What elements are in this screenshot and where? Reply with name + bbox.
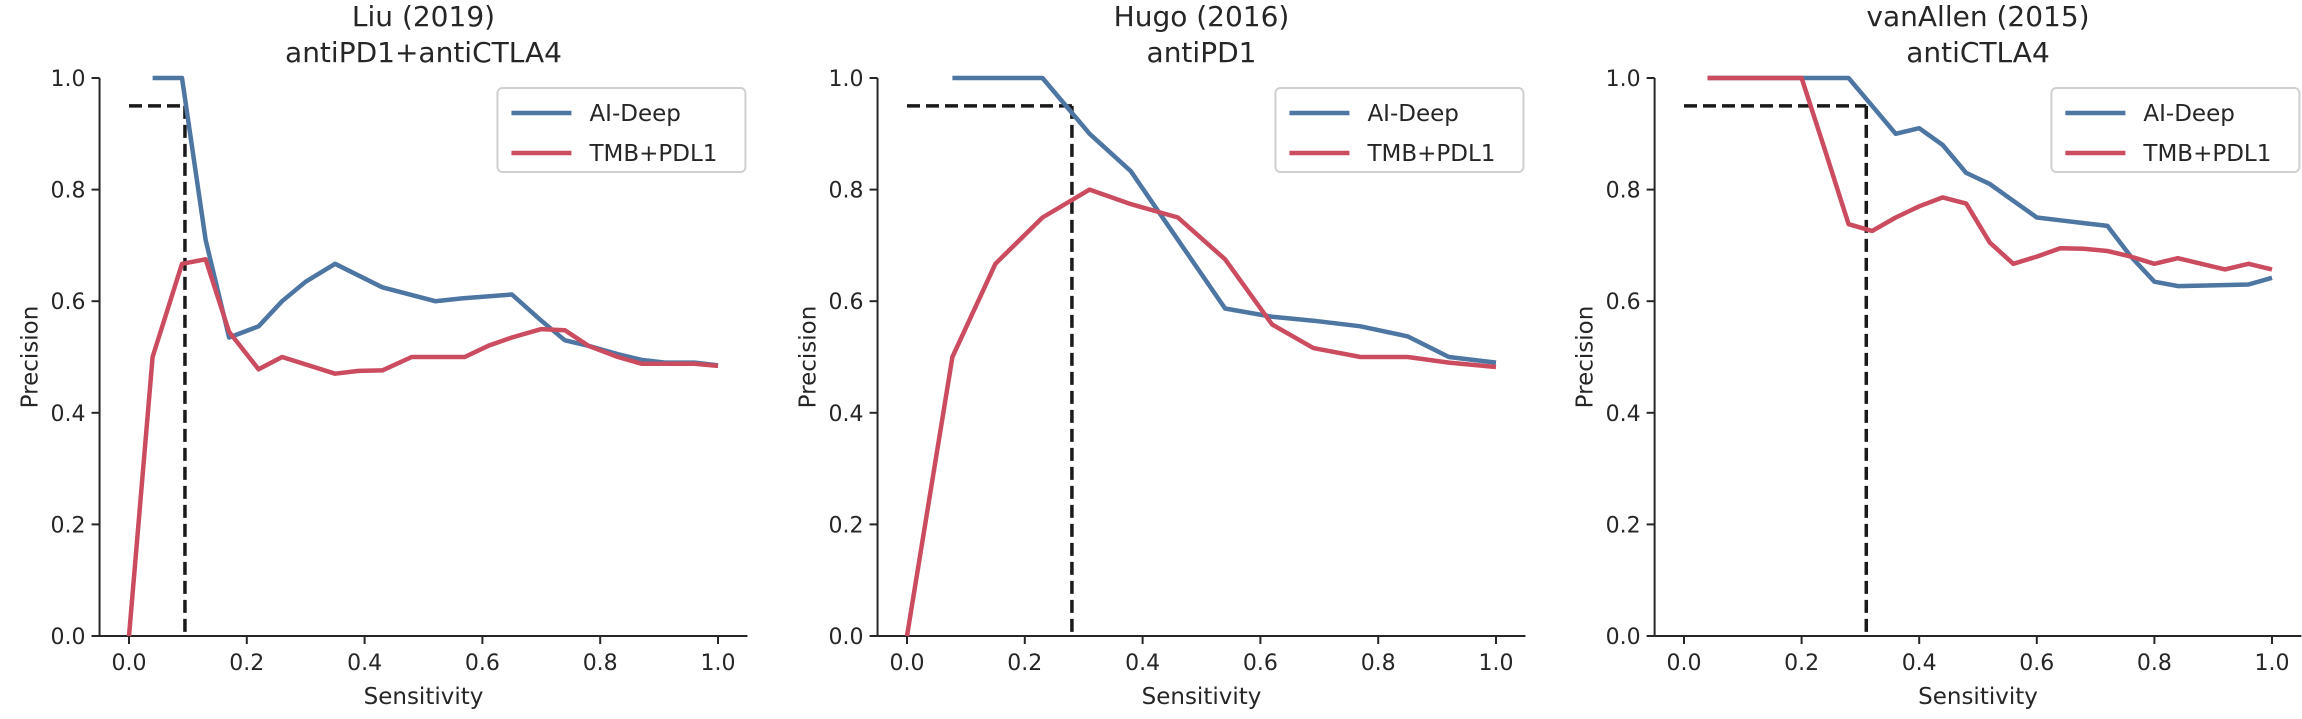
x-tick-label: 0.0 <box>1667 651 1702 676</box>
x-tick-label: 0.0 <box>890 651 925 676</box>
subplot-title-line2: antiPD1 <box>1147 36 1257 69</box>
y-tick-label: 0.6 <box>51 290 86 315</box>
subplot-title-line1: vanAllen (2015) <box>1866 0 2089 33</box>
series-line-ai-deep <box>952 75 1497 365</box>
legend-label: AI-Deep <box>589 101 680 127</box>
y-tick-label: 0.2 <box>51 513 86 538</box>
legend: AI-Deep TMB+PDL1 <box>2050 87 2301 173</box>
x-tick-label: 0.4 <box>347 651 382 676</box>
y-tick-label: 0.6 <box>1606 290 1641 315</box>
legend-label: TMB+PDL1 <box>1366 141 1495 167</box>
series-line-tmb-pdl1 <box>904 187 1497 637</box>
legend-label: TMB+PDL1 <box>2142 141 2271 167</box>
y-tick-label: 1.0 <box>829 67 864 92</box>
x-tick-label: 0.2 <box>229 651 264 676</box>
x-tick-label: 1.0 <box>701 651 736 676</box>
x-tick-label: 1.0 <box>1479 651 1514 676</box>
subplot-3: 0.0 0.2 0.4 0.6 0.8 1.0 0.0 0.2 0.4 0.6 0.8 1.0 Sens… <box>1573 0 2302 710</box>
x-tick-label: 0.8 <box>583 651 618 676</box>
x-tick-label: 0.4 <box>1902 651 1937 676</box>
y-tick-label: 0.8 <box>1606 179 1641 204</box>
x-tick-label: 0.0 <box>112 651 147 676</box>
y-tick-label: 0.0 <box>1606 625 1641 650</box>
x-tick-label: 0.4 <box>1125 651 1160 676</box>
y-tick-label: 1.0 <box>1606 67 1641 92</box>
x-tick-label: 0.2 <box>1784 651 1819 676</box>
subplot-title-line1: Liu (2019) <box>352 0 495 33</box>
y-tick-label: 0.4 <box>1606 402 1641 427</box>
legend: AI-Deep TMB+PDL1 <box>496 87 747 173</box>
x-axis-label: Sensitivity <box>364 684 484 710</box>
series-line-tmb-pdl1 <box>126 257 719 637</box>
x-axis-label: Sensitivity <box>1918 684 2038 710</box>
subplot-title-line2: antiPD1+antiCTLA4 <box>285 36 562 69</box>
x-tick-label: 0.6 <box>1243 651 1278 676</box>
legend-label: TMB+PDL1 <box>588 141 717 167</box>
y-tick-label: 0.0 <box>829 625 864 650</box>
y-tick-label: 0.8 <box>51 179 86 204</box>
legend-label: AI-Deep <box>1367 101 1458 127</box>
legend-label: AI-Deep <box>2143 101 2234 127</box>
subplot-title-line1: Hugo (2016) <box>1114 0 1290 33</box>
x-tick-label: 0.6 <box>2019 651 2054 676</box>
y-tick-label: 0.4 <box>829 402 864 427</box>
x-tick-label: 0.6 <box>465 651 500 676</box>
y-tick-label: 1.0 <box>51 67 86 92</box>
legend: AI-Deep TMB+PDL1 <box>1274 87 1525 173</box>
x-tick-label: 0.2 <box>1007 651 1042 676</box>
series-line-tmb-pdl1 <box>1707 75 2273 272</box>
x-tick-label: 0.8 <box>1361 651 1396 676</box>
x-tick-label: 1.0 <box>2255 651 2290 676</box>
y-tick-label: 0.0 <box>51 625 86 650</box>
y-tick-label: 0.4 <box>51 402 86 427</box>
x-tick-label: 0.8 <box>2137 651 2172 676</box>
y-tick-label: 0.8 <box>829 179 864 204</box>
subplot-2: 0.0 0.2 0.4 0.6 0.8 1.0 0.0 0.2 0.4 0.6 0.8 1.0 Sens… <box>796 0 1526 710</box>
y-tick-label: 0.6 <box>829 290 864 315</box>
y-tick-label: 0.2 <box>1606 513 1641 538</box>
y-axis-label: Precision <box>1573 306 1599 409</box>
x-axis-label: Sensitivity <box>1142 684 1262 710</box>
y-tick-label: 0.2 <box>829 513 864 538</box>
series-line-ai-deep <box>1707 75 2273 289</box>
y-axis-label: Precision <box>18 306 44 409</box>
subplot-1: 0.0 0.2 0.4 0.6 0.8 1.0 0.0 0.2 0.4 0.6 0.8 1.0 Sens… <box>18 0 748 710</box>
subplot-title-line2: antiCTLA4 <box>1906 36 2050 69</box>
y-axis-label: Precision <box>796 306 822 409</box>
